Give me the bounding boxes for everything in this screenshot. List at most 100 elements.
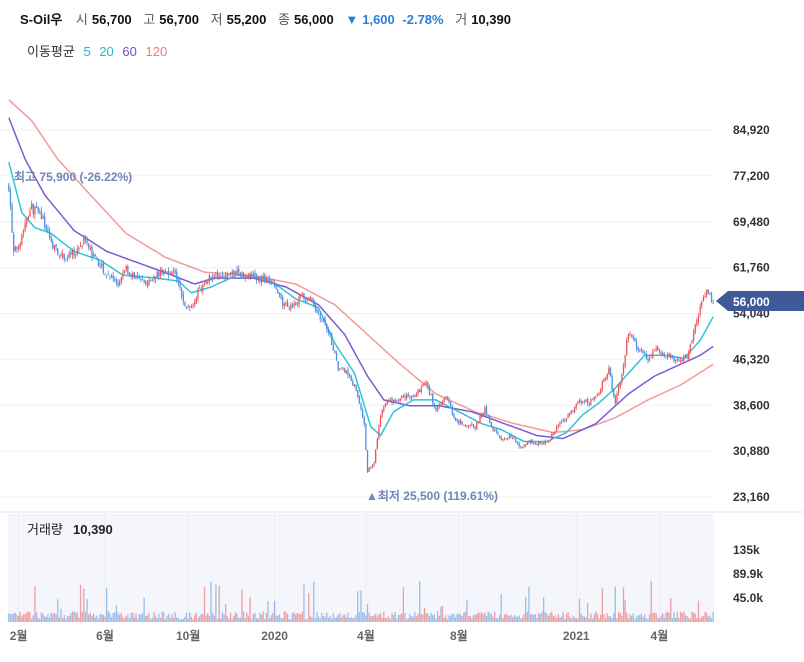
volume-bar	[427, 613, 429, 622]
candle-body	[433, 402, 436, 408]
candle-body	[619, 383, 621, 387]
candle-body	[66, 258, 69, 260]
candle-body	[694, 324, 696, 333]
candle-body	[407, 394, 409, 397]
candle-body	[710, 293, 713, 303]
volume-bar	[27, 611, 30, 622]
candle-body	[575, 403, 577, 408]
candle-body	[136, 276, 139, 278]
candle-body	[554, 431, 556, 434]
volume-bar	[529, 614, 532, 622]
volume-bar	[88, 614, 90, 622]
candle-body	[632, 335, 634, 339]
ma-legend-20[interactable]: 20	[99, 44, 114, 59]
candle-body	[143, 280, 145, 283]
volume-bar	[428, 616, 431, 622]
volume-bar	[290, 619, 292, 622]
candle-body	[195, 297, 197, 303]
candle-body	[45, 226, 47, 231]
candle-body	[337, 361, 339, 370]
candle-body	[696, 320, 698, 326]
volume-bar	[329, 615, 331, 622]
volume-bar	[560, 616, 563, 622]
candle-body	[560, 420, 563, 422]
volume-bar	[575, 618, 577, 622]
candle-body	[202, 284, 204, 292]
candle-body	[469, 425, 471, 427]
volume-bar	[104, 616, 106, 622]
volume-bar	[286, 613, 289, 622]
volume-bar	[684, 614, 687, 622]
volume-bar	[624, 600, 626, 622]
candle-body	[177, 279, 180, 283]
candle-body	[383, 406, 385, 411]
volume-bar	[666, 611, 669, 622]
candle-body	[329, 331, 331, 335]
candle-body	[609, 367, 612, 377]
candle-body	[220, 275, 222, 277]
candle-body	[508, 435, 511, 438]
candle-body	[254, 272, 256, 275]
volume-bar	[197, 618, 199, 622]
volume-bar	[86, 598, 88, 622]
candle-body	[22, 230, 25, 234]
volume-bar	[78, 617, 80, 622]
candle-body	[634, 337, 636, 342]
volume-bar	[692, 612, 695, 622]
volume-bar	[423, 608, 426, 622]
candle-body	[71, 250, 74, 255]
candle-body	[246, 276, 248, 277]
moving-average-legend[interactable]: 이동평균 5 20 60 120	[27, 41, 172, 60]
candle-body	[712, 302, 714, 304]
candle-body	[61, 253, 64, 257]
volume-bar	[163, 612, 165, 622]
candle-body	[16, 247, 18, 249]
volume-bar	[293, 612, 295, 622]
candle-body	[363, 417, 365, 425]
volume-bar	[373, 615, 375, 622]
close-value: 56,000	[293, 12, 334, 27]
candle-body	[138, 277, 140, 280]
candle-body	[26, 219, 28, 224]
volume-bar	[202, 614, 204, 622]
candle-body	[123, 270, 126, 274]
ma-legend-60[interactable]: 60	[122, 44, 137, 59]
candle-body	[296, 303, 299, 305]
volume-bar	[430, 612, 432, 622]
time-tick-label: 8월	[450, 628, 468, 643]
volume-bar	[513, 614, 515, 622]
volume-bar	[394, 611, 396, 622]
volume-bar	[277, 615, 279, 622]
candle-body	[683, 356, 685, 361]
candle-body	[702, 297, 705, 302]
candle-body	[420, 387, 422, 392]
candle-body	[182, 294, 184, 302]
candle-body	[681, 359, 683, 362]
volume-bar	[516, 616, 519, 622]
candle-body	[536, 443, 538, 445]
candle-body	[386, 400, 388, 405]
volume-bar	[704, 611, 706, 622]
volume-bar	[402, 587, 405, 622]
candle-body	[314, 303, 316, 309]
volume-bar	[309, 616, 312, 622]
ma-legend-120[interactable]: 120	[145, 44, 168, 59]
candle-body	[365, 423, 367, 451]
candle-body	[600, 389, 602, 394]
candle-body	[655, 347, 657, 351]
volume-bar	[565, 614, 568, 622]
ma-legend-5[interactable]: 5	[83, 44, 91, 59]
volume-bar	[132, 612, 134, 622]
volume-bar	[577, 618, 579, 622]
volume-bar	[79, 584, 82, 622]
candle-body	[324, 318, 326, 323]
candle-body	[617, 385, 620, 394]
volume-bar	[569, 616, 571, 622]
volume-bar	[345, 617, 347, 622]
candle-body	[481, 413, 483, 417]
volume-bar	[583, 616, 586, 622]
candle-body	[435, 407, 437, 411]
candle-body	[355, 384, 357, 391]
volume-bar	[60, 608, 62, 622]
